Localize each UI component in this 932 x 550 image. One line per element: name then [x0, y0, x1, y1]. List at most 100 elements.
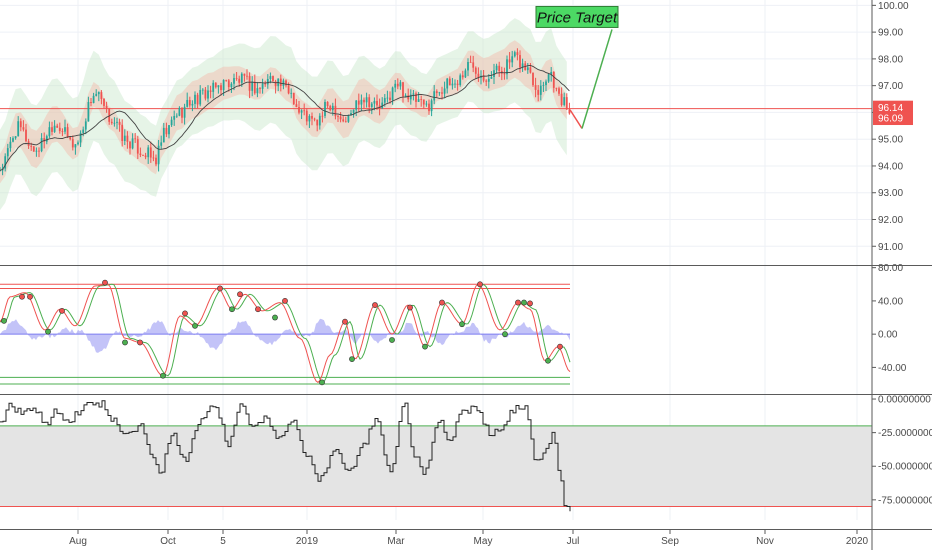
candle-body: [394, 83, 397, 88]
candle-body: [477, 73, 480, 78]
candle-body: [233, 78, 235, 84]
osc-cross-dot: [59, 307, 65, 314]
candle-body: [454, 83, 456, 85]
candle-body: [274, 81, 277, 87]
osc-cross-dot: [255, 306, 261, 313]
candle-body: [160, 142, 163, 146]
candle-body: [170, 119, 173, 126]
candle-body: [526, 67, 529, 71]
candle-body: [378, 105, 381, 109]
candle-body: [493, 70, 495, 78]
candle-body: [113, 122, 116, 124]
osc-cross-dot: [557, 343, 563, 350]
time-axis-label: 2020: [846, 536, 869, 547]
osc-cross-dot: [502, 331, 508, 338]
forecast-line: [581, 29, 613, 129]
candle-body: [352, 109, 355, 114]
candle-body: [331, 105, 334, 111]
candle-body: [547, 74, 550, 82]
candle-body: [61, 131, 64, 132]
osc-cross-dot: [217, 285, 223, 292]
candle-body: [84, 121, 87, 130]
candle-body: [334, 105, 337, 117]
candle-body: [227, 80, 230, 88]
candle-body: [201, 89, 204, 91]
time-axis-label: Aug: [69, 536, 87, 547]
osc-cross-dot: [372, 302, 378, 308]
price-axis-label: 94.00: [878, 161, 903, 172]
time-axis-label: 2019: [296, 536, 319, 547]
candle-body: [9, 141, 12, 149]
osc-axis-label: -40.00: [878, 363, 907, 374]
candle-body: [74, 144, 77, 148]
candle-body: [181, 107, 183, 118]
candle-body: [464, 70, 467, 78]
candle-body: [191, 103, 194, 106]
candle-body: [461, 75, 464, 78]
candle-body: [513, 52, 516, 57]
candle-body: [118, 121, 121, 125]
candle-body: [56, 125, 59, 128]
price-tag-label: 96.14: [878, 103, 903, 114]
candle-body: [474, 67, 477, 74]
inner-band: [0, 40, 567, 184]
candle-body: [425, 103, 428, 105]
candle-body: [69, 137, 72, 140]
candle-body: [381, 102, 384, 109]
candle-body: [95, 94, 98, 96]
osc-cross-dot: [422, 343, 428, 350]
candle-body: [58, 127, 61, 132]
candle-body: [87, 102, 90, 122]
wr-axis-label: -75.00000000: [878, 495, 932, 506]
candle-body: [350, 113, 352, 115]
candle-body: [259, 88, 261, 89]
candle-body: [376, 100, 378, 106]
candle-body: [279, 78, 282, 86]
candle-body: [446, 78, 449, 89]
candle-body: [558, 88, 560, 94]
candle-body: [552, 71, 555, 88]
candle-body: [532, 72, 534, 86]
candle-body: [22, 127, 25, 130]
osc-cross-dot: [342, 318, 348, 325]
candle-body: [485, 80, 488, 82]
candle-body: [100, 92, 103, 99]
price-axis-label: 92.00: [878, 215, 903, 226]
price-tag-bg: [873, 111, 913, 126]
candle-body: [168, 125, 170, 135]
candle-body: [555, 87, 558, 89]
candle-body: [136, 139, 139, 154]
candle-body: [321, 115, 324, 117]
candle-body: [311, 116, 313, 119]
osc-cross-dot: [102, 279, 108, 286]
candle-body: [175, 115, 178, 117]
candle-body: [248, 75, 251, 91]
candle-body: [129, 141, 131, 149]
osc-cross-dot: [521, 299, 527, 306]
osc-cross-dot: [182, 310, 188, 317]
candle-body: [383, 98, 386, 103]
candle-body: [32, 146, 35, 152]
candle-body: [316, 119, 319, 126]
candle-body: [123, 135, 126, 141]
candle-body: [108, 108, 111, 122]
candle-body: [92, 95, 95, 104]
osc-cross-dot: [439, 299, 445, 306]
candle-body: [157, 145, 160, 165]
candle-body: [14, 136, 17, 139]
candle-body: [456, 83, 459, 85]
williams-panel: [0, 400, 872, 512]
candle-body: [368, 97, 371, 107]
price-axis-label: 100.00: [878, 1, 909, 12]
candle-body: [563, 97, 566, 105]
candle-body: [105, 105, 108, 109]
candle-body: [266, 78, 269, 85]
candle-body: [6, 148, 9, 157]
candle-body: [199, 90, 202, 105]
candle-body: [186, 99, 189, 107]
candle-body: [261, 83, 264, 89]
candle-body: [240, 73, 243, 83]
candle-body: [97, 92, 100, 95]
candle-body: [337, 116, 339, 118]
